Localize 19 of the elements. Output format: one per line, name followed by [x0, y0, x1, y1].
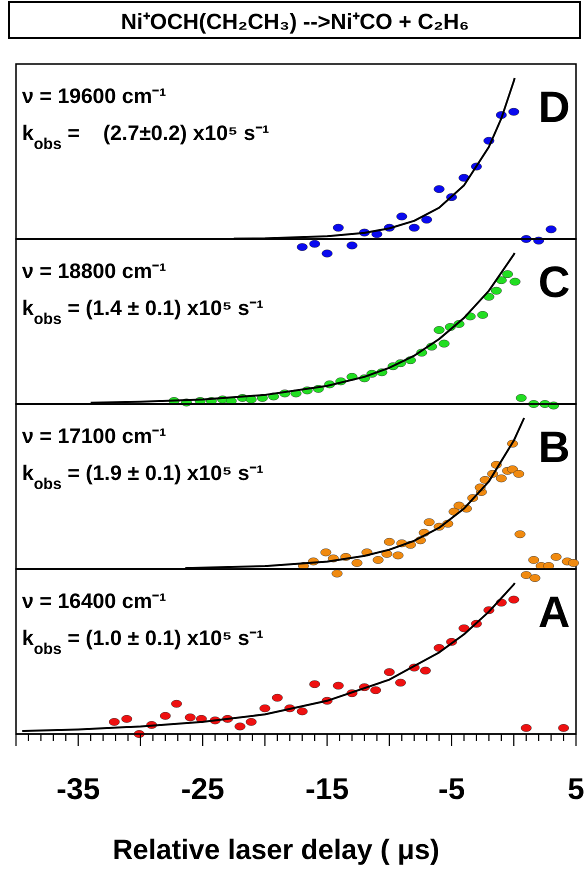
annotation: A	[538, 588, 570, 637]
annotation: k$_{obs}$ = (2.7±0.2) x10⁵ s⁻¹	[22, 122, 270, 152]
annotation: ν = 19600 cm⁻¹	[22, 85, 166, 108]
annotation: D	[538, 83, 570, 132]
x-tick-label: -5	[438, 773, 465, 806]
annotation: k$_{obs}$ = (1.9 ± 0.1) x10⁵ s⁻¹	[22, 462, 264, 492]
annotation: k$_{obs}$ = (1.4 ± 0.1) x10⁵ s⁻¹	[22, 297, 264, 328]
x-tick-label: 5	[568, 773, 584, 806]
x-tick-label: -25	[180, 773, 224, 806]
x-tick-label: -15	[305, 773, 349, 806]
annotation: ν = 18800 cm⁻¹	[22, 260, 166, 283]
annotation: ν = 16400 cm⁻¹	[22, 590, 166, 613]
annotation: B	[538, 423, 570, 472]
x-tick-label: -35	[56, 773, 100, 806]
annotation: C	[538, 258, 570, 307]
chart-title: Ni⁺OCH(CH₂CH₃) -->Ni⁺CO + C₂H₆	[120, 9, 470, 34]
annotation: ν = 17100 cm⁻¹	[22, 425, 166, 448]
annotation: k$_{obs}$ = (1.0 ± 0.1) x10⁵ s⁻¹	[22, 627, 264, 658]
x-axis-title: Relative laser delay ( μs)	[112, 834, 440, 865]
